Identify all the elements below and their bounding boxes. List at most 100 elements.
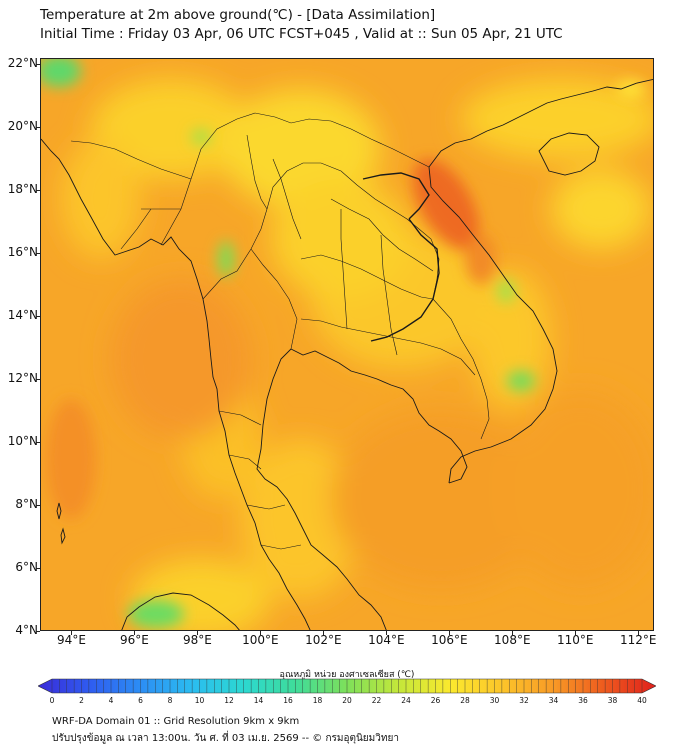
- colorbar-tick-label: 18: [312, 696, 323, 705]
- border-line: [246, 134, 268, 210]
- coastline-island: [56, 502, 62, 520]
- temperature-field: [41, 59, 653, 630]
- coastline-andaman: [41, 138, 311, 630]
- border-line: [70, 140, 192, 180]
- border-line: [330, 198, 434, 272]
- lon-label: 108°E: [494, 633, 531, 647]
- lon-tick: [134, 631, 136, 635]
- field-patch: [111, 279, 251, 439]
- field-cool-spot: [617, 81, 645, 97]
- field-patch: [241, 439, 361, 599]
- lat-tick: [36, 631, 40, 632]
- lon-label: 96°E: [120, 633, 149, 647]
- lat-tick: [36, 442, 40, 444]
- colorbar-tick-label: 32: [519, 696, 529, 705]
- field-patch: [471, 269, 551, 409]
- colorbar-tick-label: 30: [489, 696, 500, 705]
- lon-tick: [71, 631, 73, 635]
- colorbar-tick-label: 22: [371, 696, 382, 705]
- border-mekong: [370, 218, 440, 342]
- lat-tick: [36, 316, 40, 318]
- lat-tick: [36, 127, 40, 129]
- colorbar-title: อุณหภูมิ หน่วย องศาเซลเซียส (℃): [279, 670, 415, 680]
- colorbar-tick-label: 0: [49, 696, 55, 705]
- border-line: [160, 112, 430, 246]
- border-mekong: [362, 172, 430, 220]
- field-cool-spot: [507, 371, 535, 391]
- field-patch: [501, 389, 653, 589]
- coastline-gulf-east: [290, 348, 468, 484]
- lat-tick: [36, 64, 40, 66]
- field-cool-spot: [497, 279, 515, 303]
- national-borders: [362, 172, 440, 342]
- lon-label: 100°E: [242, 633, 279, 647]
- colorbar-tick-label: 14: [253, 696, 264, 705]
- colorbar-tick-label: 10: [194, 696, 205, 705]
- border-line: [228, 454, 262, 470]
- map-subtitle: Initial Time : Friday 03 Apr, 06 UTC FCS…: [40, 26, 563, 42]
- lat-label: 20°N: [7, 119, 38, 134]
- colorbar-tick-label: 2: [79, 696, 84, 705]
- border-line: [120, 208, 152, 250]
- colorbar-tick-label: 4: [108, 696, 114, 705]
- lat-label: 16°N: [7, 245, 38, 260]
- lon-label: 112°E: [620, 633, 657, 647]
- border-line: [300, 254, 434, 300]
- field-cool-spot: [218, 241, 234, 277]
- field-patch: [461, 79, 653, 159]
- border-line: [340, 209, 348, 330]
- lat-label: 18°N: [7, 182, 38, 197]
- lat-tick: [36, 253, 40, 255]
- colorbar-tick-label: 28: [460, 696, 470, 705]
- field-cool-spot: [191, 129, 211, 145]
- border-line: [432, 298, 490, 440]
- lon-tick: [323, 631, 325, 635]
- coastline-hainan: [538, 132, 600, 176]
- field-cool-spot: [41, 59, 81, 87]
- lon-tick: [260, 631, 262, 635]
- lon-tick: [449, 631, 451, 635]
- lon-tick: [575, 631, 577, 635]
- lat-label: 22°N: [7, 56, 38, 71]
- colorbar-tick-label: 26: [430, 696, 441, 705]
- lon-tick: [386, 631, 388, 635]
- lon-label: 110°E: [557, 633, 594, 647]
- lon-label: 94°E: [57, 633, 86, 647]
- colorbar-tick-label: 38: [607, 696, 618, 705]
- coastline-island: [60, 527, 66, 545]
- lat-label: 4°N: [15, 623, 38, 637]
- colorbar-tick-label: 16: [283, 696, 293, 705]
- lon-tick: [638, 631, 640, 635]
- lon-label: 102°E: [305, 633, 342, 647]
- lon-label: 106°E: [431, 633, 468, 647]
- colorbar-tick-label: 36: [578, 696, 588, 705]
- footer-update-info: ปรับปรุงข้อมูล ณ เวลา 13:00น. วัน ศ. ที่…: [52, 733, 399, 744]
- field-patch: [61, 139, 141, 259]
- border-line: [300, 318, 476, 376]
- lat-label: 10°N: [7, 434, 38, 449]
- border-line: [202, 162, 440, 300]
- lat-label: 6°N: [15, 560, 38, 575]
- temperature-map: [40, 58, 654, 631]
- coastline-sumatra: [121, 592, 240, 630]
- lon-label: 98°E: [182, 633, 212, 647]
- lat-tick: [36, 190, 40, 192]
- field-patch: [91, 79, 251, 179]
- border-line: [260, 544, 302, 550]
- field-patch: [551, 169, 651, 249]
- coastline-peninsula-east: [256, 348, 387, 630]
- lat-label: 12°N: [7, 371, 38, 386]
- colorbar-tick-label: 24: [401, 696, 411, 705]
- lat-tick: [36, 379, 40, 381]
- border-line: [246, 504, 286, 510]
- lon-tick: [512, 631, 514, 635]
- field-hot-spot: [46, 399, 96, 519]
- lat-tick: [36, 505, 40, 507]
- field-hot-spot: [466, 234, 496, 284]
- lon-tick: [197, 631, 199, 635]
- lat-tick: [36, 568, 40, 570]
- colorbar-tick-label: 8: [167, 696, 173, 705]
- border-line: [272, 158, 302, 240]
- lat-label: 8°N: [15, 497, 38, 512]
- lat-label: 14°N: [7, 308, 38, 323]
